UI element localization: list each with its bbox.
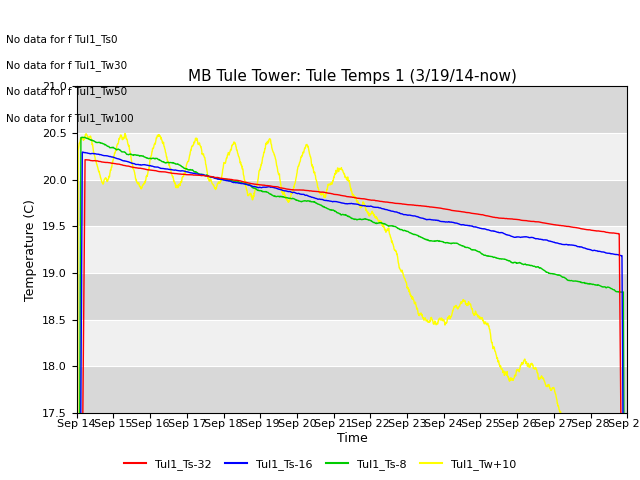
Text: No data for f Tul1_Tw30: No data for f Tul1_Tw30 (6, 60, 127, 71)
Text: No data for f Tul1_Ts0: No data for f Tul1_Ts0 (6, 34, 118, 45)
Bar (77, 366, 627, 413)
Bar (77, 320, 627, 366)
X-axis label: Time: Time (337, 432, 367, 445)
Bar (77, 226, 627, 273)
Bar (77, 273, 627, 320)
Bar (77, 133, 627, 180)
Text: No data for f Tul1_Tw50: No data for f Tul1_Tw50 (6, 86, 127, 97)
Bar (77, 180, 627, 226)
Legend: Tul1_Ts-32, Tul1_Ts-16, Tul1_Ts-8, Tul1_Tw+10: Tul1_Ts-32, Tul1_Ts-16, Tul1_Ts-8, Tul1_… (119, 455, 521, 474)
Bar (77, 86, 627, 133)
Y-axis label: Temperature (C): Temperature (C) (24, 199, 36, 300)
Text: No data for f Tul1_Tw100: No data for f Tul1_Tw100 (6, 113, 134, 124)
Title: MB Tule Tower: Tule Temps 1 (3/19/14-now): MB Tule Tower: Tule Temps 1 (3/19/14-now… (188, 69, 516, 84)
